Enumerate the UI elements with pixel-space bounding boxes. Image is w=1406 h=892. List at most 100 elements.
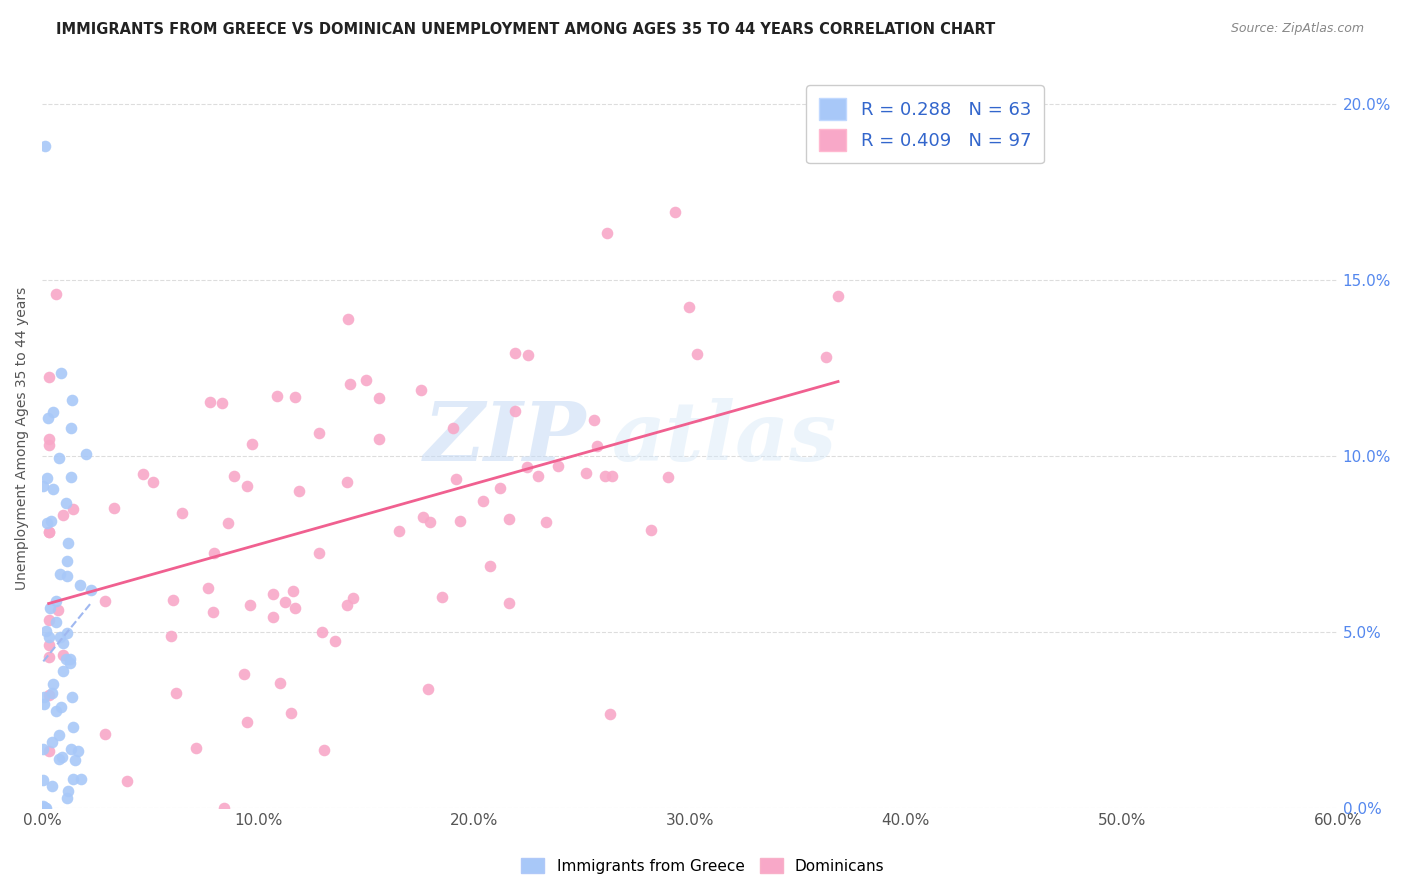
Point: [516, 459, 538, 474]
Point: [32, 479, 55, 493]
Point: [41, 405, 63, 419]
Point: [55, 626, 77, 640]
Point: [582, 413, 605, 427]
Point: [815, 350, 838, 364]
Point: [38, 630, 60, 644]
Point: [37, 516, 59, 531]
Point: [686, 347, 709, 361]
Text: ZIP: ZIP: [423, 399, 586, 478]
Point: [32, 798, 55, 813]
Point: [51, 749, 73, 764]
Point: [38, 369, 60, 384]
Point: [412, 509, 434, 524]
Point: [35, 801, 58, 815]
Point: [34, 139, 56, 153]
Point: [498, 512, 520, 526]
Point: [93, 727, 115, 741]
Point: [52, 636, 75, 650]
Point: [32, 690, 55, 704]
Point: [314, 742, 336, 756]
Point: [411, 383, 433, 397]
Point: [240, 437, 263, 451]
Point: [419, 515, 441, 529]
Point: [198, 394, 221, 409]
Point: [38, 438, 60, 452]
Point: [32, 801, 55, 815]
Point: [38, 649, 60, 664]
Point: [41, 482, 63, 496]
Point: [62, 393, 84, 408]
Point: [34, 801, 56, 815]
Point: [593, 468, 616, 483]
Point: [58, 784, 80, 798]
Point: [62, 720, 84, 734]
Point: [37, 471, 59, 485]
Point: [80, 583, 103, 598]
Text: Source: ZipAtlas.com: Source: ZipAtlas.com: [1230, 22, 1364, 36]
Point: [62, 772, 84, 787]
Point: [165, 686, 187, 700]
Point: [288, 483, 311, 498]
Point: [55, 496, 77, 510]
Point: [224, 469, 246, 483]
Point: [596, 226, 619, 240]
Point: [75, 447, 97, 461]
Point: [51, 664, 73, 678]
Point: [35, 624, 58, 638]
Point: [441, 421, 464, 435]
Point: [160, 629, 183, 643]
Point: [218, 516, 240, 531]
Point: [585, 440, 607, 454]
Point: [48, 728, 70, 742]
Text: IMMIGRANTS FROM GREECE VS DOMINICAN UNEMPLOYMENT AMONG AGES 35 TO 44 YEARS CORRE: IMMIGRANTS FROM GREECE VS DOMINICAN UNEM…: [56, 22, 995, 37]
Point: [323, 634, 346, 648]
Point: [214, 801, 236, 815]
Point: [32, 697, 55, 711]
Point: [262, 586, 284, 600]
Point: [311, 625, 333, 640]
Point: [678, 300, 700, 314]
Point: [498, 596, 520, 610]
Point: [59, 657, 82, 671]
Y-axis label: Unemployment Among Ages 35 to 44 years: Unemployment Among Ages 35 to 44 years: [15, 286, 30, 590]
Point: [211, 395, 233, 409]
Point: [284, 390, 307, 404]
Point: [38, 744, 60, 758]
Legend: R = 0.288   N = 63, R = 0.409   N = 97: R = 0.288 N = 63, R = 0.409 N = 97: [807, 85, 1043, 163]
Point: [236, 479, 259, 493]
Point: [534, 516, 557, 530]
Point: [38, 433, 60, 447]
Point: [336, 598, 359, 612]
Point: [94, 594, 117, 608]
Point: [56, 553, 79, 567]
Point: [527, 469, 550, 483]
Point: [308, 546, 330, 560]
Point: [131, 467, 153, 481]
Point: [46, 603, 69, 617]
Point: [368, 391, 391, 405]
Point: [38, 525, 60, 540]
Point: [115, 774, 138, 789]
Point: [827, 289, 849, 303]
Point: [162, 593, 184, 607]
Point: [32, 773, 55, 788]
Point: [142, 475, 165, 489]
Point: [38, 524, 60, 539]
Point: [416, 682, 439, 697]
Point: [69, 578, 91, 592]
Point: [602, 469, 624, 483]
Point: [49, 699, 72, 714]
Point: [575, 466, 598, 480]
Point: [41, 686, 63, 700]
Point: [52, 508, 75, 523]
Point: [56, 568, 79, 582]
Point: [197, 581, 219, 595]
Point: [202, 546, 225, 560]
Point: [354, 373, 377, 387]
Point: [49, 630, 72, 644]
Point: [503, 403, 526, 417]
Point: [449, 515, 471, 529]
Point: [41, 779, 63, 793]
Point: [67, 743, 90, 757]
Point: [37, 410, 59, 425]
